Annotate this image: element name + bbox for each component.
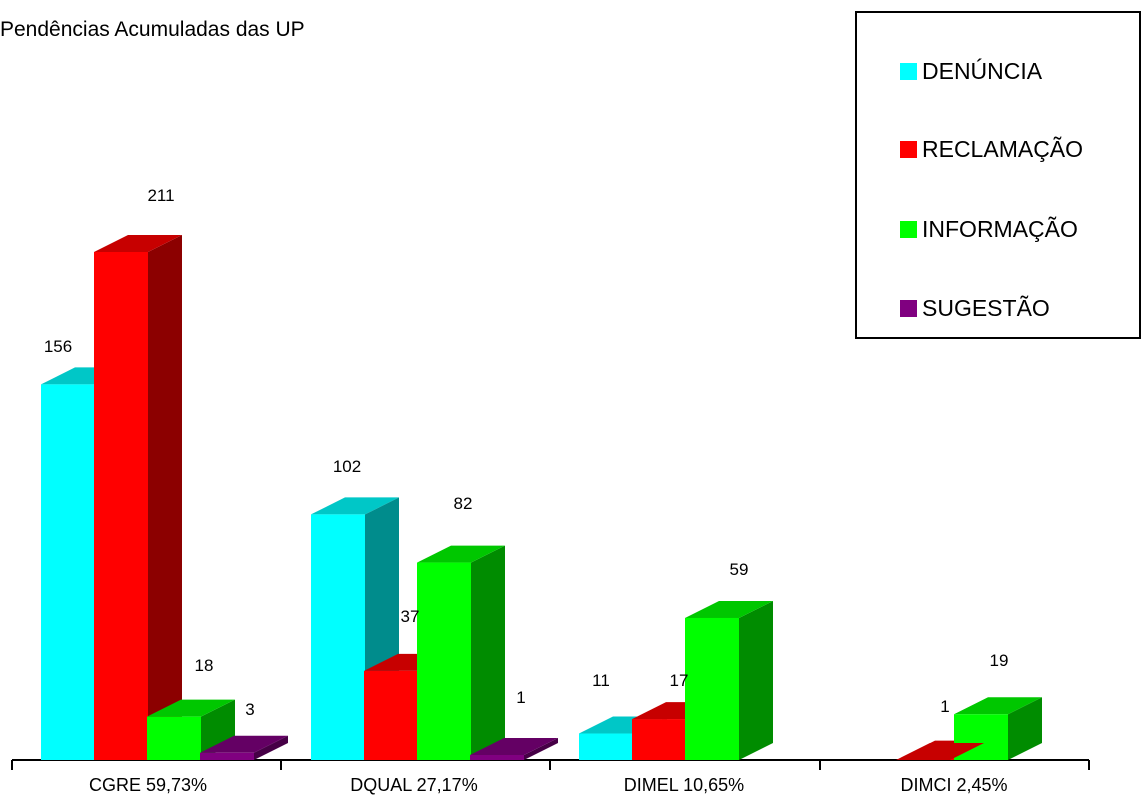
bar-dimel-informacao-top (685, 600, 773, 618)
bar-cgre-reclamacao-side (148, 235, 182, 760)
data-label-dimci-reclamacao: 1 (940, 697, 949, 716)
legend-item-sugestao: SUGESTÃO (900, 293, 1050, 323)
bar-dimci-informacao-side (1008, 697, 1042, 760)
data-label-dqual-sugestao: 1 (516, 688, 525, 707)
bar-dimel-informacao (685, 600, 773, 760)
bar-dimci-informacao (954, 697, 1042, 760)
x-tick-label-dqual: DQUAL 27,17% (350, 775, 477, 795)
bar-cgre-sugestao-side (254, 735, 288, 760)
bar-dqual-informacao-side (471, 545, 505, 760)
legend-swatch-sugestao (900, 299, 917, 317)
legend-label-sugestao: SUGESTÃO (922, 294, 1050, 321)
bar-dqual-informacao-front (417, 562, 471, 760)
data-label-cgre-informacao: 18 (195, 656, 214, 675)
data-label-cgre-sugestao: 3 (245, 700, 254, 719)
bar-dqual-sugestao-front (470, 755, 524, 760)
bar-cgre-sugestao-top (200, 735, 288, 753)
legend-item-informacao: INFORMAÇÃO (900, 214, 1078, 244)
data-label-dimci-informacao: 19 (990, 651, 1009, 670)
bar-cgre-sugestao-front (200, 752, 254, 760)
legend-label-denuncia: DENÚNCIA (922, 57, 1043, 84)
bar-cgre-reclamacao-top (94, 235, 182, 252)
bar-cgre-sugestao (200, 735, 288, 760)
bar-dimel-informacao-side (739, 600, 773, 760)
bar-dqual-sugestao (470, 738, 558, 760)
bar-cgre-reclamacao (94, 235, 182, 760)
bar-dqual-sugestao-side (524, 738, 558, 760)
legend-item-reclamacao: RECLAMAÇÃO (900, 134, 1083, 164)
bar-dimel-reclamacao-front (632, 719, 686, 760)
bar-dqual-denuncia-top (311, 497, 399, 515)
bar-dimel-denuncia-front (579, 733, 633, 760)
legend-item-denuncia: DENÚNCIA (900, 56, 1042, 86)
legend-swatch-denuncia (900, 62, 917, 80)
x-tick-label-cgre: CGRE 59,73% (89, 775, 207, 795)
data-label-dimel-denuncia: 11 (592, 671, 610, 690)
bar-dimci-informacao-top (954, 697, 1042, 715)
bar-cgre-denuncia-front (41, 384, 95, 760)
data-label-cgre-denuncia: 156 (44, 337, 72, 356)
bar-dqual-sugestao-top (470, 738, 558, 755)
data-label-dqual-informacao: 82 (454, 494, 473, 513)
chart-legend: DENÚNCIA RECLAMAÇÃO INFORMAÇÃO SUGESTÃO (855, 11, 1141, 339)
bar-dimel-informacao-front (685, 617, 739, 760)
bar-dqual-informacao (417, 545, 505, 760)
legend-label-informacao: INFORMAÇÃO (922, 215, 1078, 242)
x-tick-label-dimci: DIMCI 2,45% (900, 775, 1007, 795)
data-label-dqual-reclamacao: 37 (401, 607, 420, 626)
data-label-dimel-informacao: 59 (730, 560, 749, 579)
bar-dimci-reclamacao-plate (896, 743, 984, 760)
data-label-cgre-reclamacao: 211 (147, 186, 174, 205)
bar-dqual-informacao-top (417, 545, 505, 563)
legend-label-reclamacao: RECLAMAÇÃO (922, 135, 1084, 162)
bar-cgre-reclamacao-front (94, 252, 148, 760)
data-label-dqual-denuncia: 102 (333, 457, 361, 476)
legend-swatch-informacao (900, 220, 917, 238)
data-label-dimel-reclamacao: 17 (670, 671, 689, 690)
bar-cgre-informacao-top (147, 699, 235, 717)
bar-dqual-denuncia-front (311, 514, 365, 760)
legend-swatch-reclamacao (900, 140, 917, 158)
bar-dqual-reclamacao-front (364, 670, 418, 760)
bar-cgre-informacao-front (147, 716, 201, 760)
x-tick-label-dimel: DIMEL 10,65% (624, 775, 744, 795)
chart-title: Pendências Acumuladas das UP (0, 18, 305, 41)
